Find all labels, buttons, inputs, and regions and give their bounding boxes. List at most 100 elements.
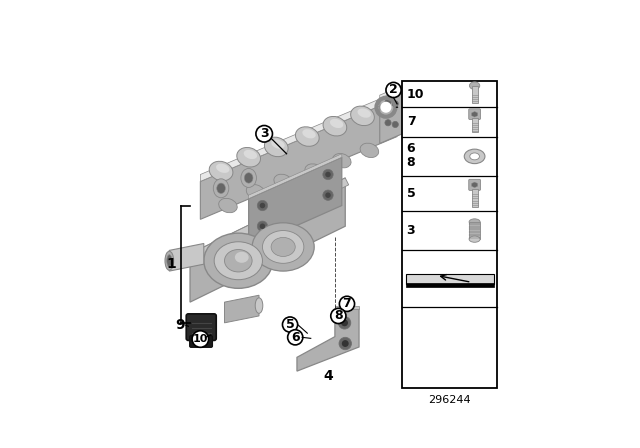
Ellipse shape [165, 251, 173, 270]
Circle shape [386, 82, 401, 98]
Ellipse shape [244, 173, 253, 183]
Ellipse shape [237, 147, 260, 167]
Text: 6: 6 [406, 142, 415, 155]
Ellipse shape [264, 137, 288, 157]
Ellipse shape [209, 161, 233, 181]
Ellipse shape [204, 233, 273, 289]
Text: 1: 1 [166, 257, 176, 271]
Ellipse shape [323, 116, 347, 136]
Text: 10: 10 [406, 88, 424, 101]
Circle shape [339, 317, 351, 329]
Ellipse shape [274, 174, 292, 189]
Text: 3: 3 [260, 127, 269, 140]
Text: 7: 7 [406, 116, 415, 129]
Text: 4: 4 [323, 369, 333, 383]
Text: 8: 8 [406, 156, 415, 169]
Ellipse shape [469, 82, 480, 90]
Polygon shape [249, 154, 342, 198]
FancyBboxPatch shape [472, 118, 477, 132]
Polygon shape [200, 99, 397, 220]
Ellipse shape [271, 139, 285, 149]
Ellipse shape [244, 150, 257, 159]
Text: 9: 9 [175, 318, 184, 332]
Circle shape [341, 319, 348, 326]
Polygon shape [249, 157, 342, 247]
Text: 5: 5 [406, 187, 415, 200]
Ellipse shape [380, 102, 392, 113]
Polygon shape [190, 178, 349, 261]
Circle shape [257, 221, 268, 232]
Ellipse shape [241, 168, 257, 187]
Circle shape [339, 296, 355, 311]
FancyBboxPatch shape [472, 189, 477, 207]
FancyBboxPatch shape [402, 82, 497, 388]
Ellipse shape [271, 237, 295, 256]
Ellipse shape [213, 179, 229, 198]
Ellipse shape [333, 154, 351, 168]
Ellipse shape [235, 252, 249, 263]
Text: 7: 7 [342, 297, 351, 310]
Circle shape [325, 172, 331, 177]
Polygon shape [170, 244, 204, 271]
Ellipse shape [217, 183, 225, 194]
Ellipse shape [469, 236, 480, 242]
Ellipse shape [225, 250, 252, 272]
Circle shape [256, 125, 273, 142]
Polygon shape [225, 295, 259, 323]
Circle shape [192, 331, 209, 347]
Text: 2: 2 [389, 83, 398, 96]
Ellipse shape [330, 119, 343, 128]
Polygon shape [380, 85, 404, 99]
Circle shape [342, 340, 349, 347]
Polygon shape [190, 178, 345, 302]
Circle shape [385, 99, 391, 105]
Polygon shape [380, 88, 404, 143]
Polygon shape [200, 92, 397, 181]
Ellipse shape [305, 164, 323, 178]
Text: 6: 6 [291, 331, 300, 344]
Text: 3: 3 [406, 224, 415, 237]
Ellipse shape [360, 143, 379, 158]
Text: 8: 8 [334, 310, 342, 323]
FancyBboxPatch shape [406, 283, 493, 287]
Ellipse shape [470, 153, 479, 160]
Circle shape [323, 190, 333, 200]
Polygon shape [297, 309, 359, 371]
Circle shape [325, 193, 331, 198]
Ellipse shape [167, 255, 172, 267]
FancyBboxPatch shape [406, 274, 493, 284]
Ellipse shape [296, 127, 319, 146]
Polygon shape [472, 182, 477, 188]
Ellipse shape [219, 198, 237, 213]
Circle shape [260, 224, 265, 229]
Text: 296244: 296244 [428, 395, 471, 405]
Polygon shape [335, 306, 359, 309]
Circle shape [323, 169, 333, 180]
Ellipse shape [464, 149, 485, 164]
Ellipse shape [255, 298, 263, 313]
FancyBboxPatch shape [468, 109, 481, 120]
Circle shape [282, 317, 298, 332]
FancyBboxPatch shape [468, 179, 481, 190]
Ellipse shape [358, 108, 371, 118]
Circle shape [331, 308, 346, 323]
Polygon shape [472, 112, 477, 117]
Text: 5: 5 [285, 318, 294, 331]
Circle shape [392, 121, 398, 128]
Ellipse shape [214, 242, 262, 280]
Ellipse shape [469, 219, 480, 225]
Circle shape [392, 101, 398, 107]
Ellipse shape [246, 185, 265, 199]
FancyBboxPatch shape [189, 336, 212, 347]
Ellipse shape [216, 164, 230, 173]
FancyBboxPatch shape [186, 314, 216, 340]
FancyBboxPatch shape [472, 86, 477, 103]
FancyBboxPatch shape [469, 222, 480, 239]
Ellipse shape [302, 129, 316, 138]
Circle shape [339, 337, 351, 350]
Ellipse shape [262, 231, 304, 263]
Circle shape [287, 330, 303, 345]
Ellipse shape [351, 106, 374, 125]
Circle shape [385, 120, 391, 126]
Circle shape [257, 200, 268, 211]
